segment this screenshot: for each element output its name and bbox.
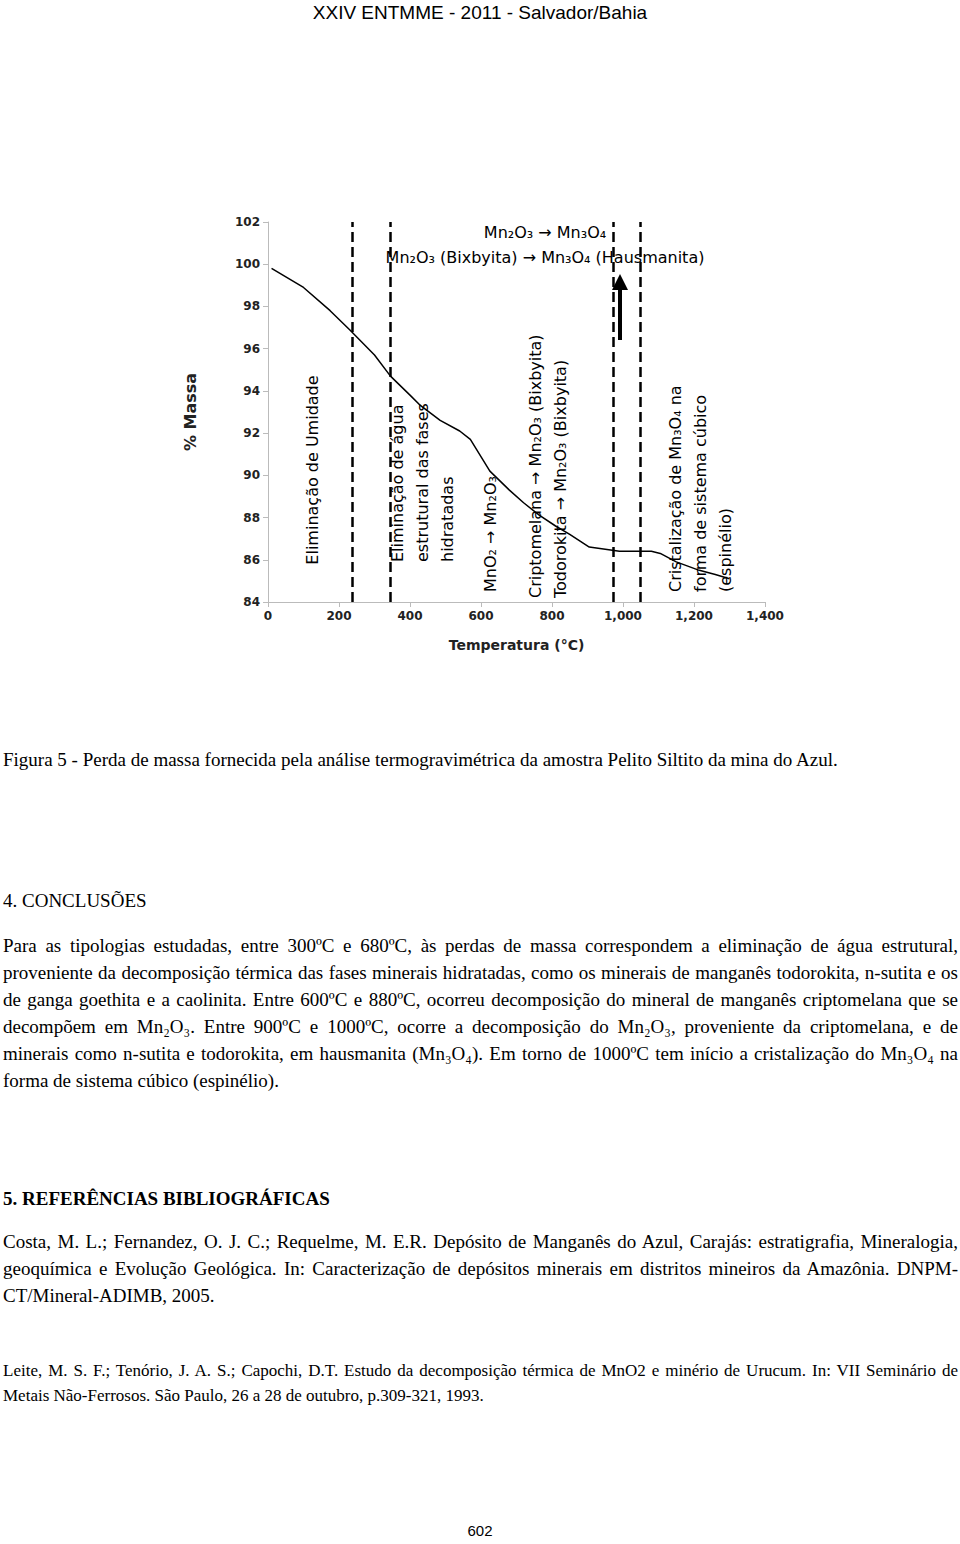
- svg-text:84: 84: [243, 595, 260, 609]
- svg-text:600: 600: [468, 609, 493, 623]
- svg-text:(espinélio): (espinélio): [716, 508, 735, 592]
- html-text:602: 602: [467, 1522, 493, 1539]
- svg-text:96: 96: [243, 342, 260, 356]
- svg-text:102: 102: [235, 215, 260, 229]
- html-text:XXIV ENTMME - 2011 - Salvador/: XXIV ENTMME - 2011 - Salvador/Bahia: [312, 2, 648, 23]
- svg-text:Todorokita → Mn₂O₃ (Bixbyita): Todorokita → Mn₂O₃ (Bixbyita): [551, 360, 570, 599]
- html-text:Leite, M. S. F.; Tenório, J. A: Leite, M. S. F.; Tenório, J. A. S.; Capo…: [3, 1361, 958, 1405]
- svg-text:86: 86: [243, 553, 260, 567]
- svg-text:% Massa: % Massa: [181, 373, 200, 451]
- svg-text:200: 200: [326, 609, 351, 623]
- html-text:Costa, M. L.; Fernandez, O. J.: Costa, M. L.; Fernandez, O. J. C.; Reque…: [3, 1231, 958, 1306]
- svg-text:1,000: 1,000: [604, 609, 642, 623]
- svg-text:1,400: 1,400: [746, 609, 784, 623]
- svg-text:Cristalização de Mn₃O₄ na: Cristalização de Mn₃O₄ na: [666, 385, 685, 592]
- svg-text:94: 94: [243, 384, 260, 398]
- svg-text:Mn₂O₃ (Bixbyita) → Mn₃O₄ (Haus: Mn₂O₃ (Bixbyita) → Mn₃O₄ (Hausmanita): [386, 248, 705, 267]
- svg-text:MnO₂ → Mn₂O₃: MnO₂ → Mn₂O₃: [481, 476, 500, 592]
- svg-text:88: 88: [243, 511, 260, 525]
- svg-text:800: 800: [539, 609, 564, 623]
- svg-text:Eliminação de Umidade: Eliminação de Umidade: [303, 375, 322, 564]
- svg-text:100: 100: [235, 257, 260, 271]
- svg-text:Eliminação de água: Eliminação de água: [388, 405, 407, 562]
- svg-text:Criptomelana → Mn₂O₃ (Bixbyita: Criptomelana → Mn₂O₃ (Bixbyita): [526, 334, 545, 598]
- html-text:4. CONCLUSÕES: 4. CONCLUSÕES: [3, 890, 147, 911]
- html-text:Figura 5 - Perda de massa forn: Figura 5 - Perda de massa fornecida pela…: [3, 749, 838, 770]
- svg-text:forma de sistema cúbico: forma de sistema cúbico: [691, 395, 710, 592]
- svg-text:98: 98: [243, 299, 260, 313]
- html-text:Para as tipologias estudadas,: Para as tipologias estudadas, entre 300º…: [3, 935, 958, 1091]
- svg-text:400: 400: [397, 609, 422, 623]
- svg-text:Temperatura (°C): Temperatura (°C): [449, 637, 585, 653]
- svg-text:90: 90: [243, 468, 260, 482]
- html-text:5. REFERÊNCIAS BIBLIOGRÁFICAS: 5. REFERÊNCIAS BIBLIOGRÁFICAS: [3, 1188, 330, 1209]
- svg-text:hidratadas: hidratadas: [438, 477, 457, 563]
- svg-text:Mn₂O₃ → Mn₃O₄: Mn₂O₃ → Mn₃O₄: [484, 223, 606, 242]
- svg-text:estrutural das fases: estrutural das fases: [413, 403, 432, 562]
- svg-text:1,200: 1,200: [675, 609, 713, 623]
- svg-text:0: 0: [264, 609, 272, 623]
- svg-text:92: 92: [243, 426, 260, 440]
